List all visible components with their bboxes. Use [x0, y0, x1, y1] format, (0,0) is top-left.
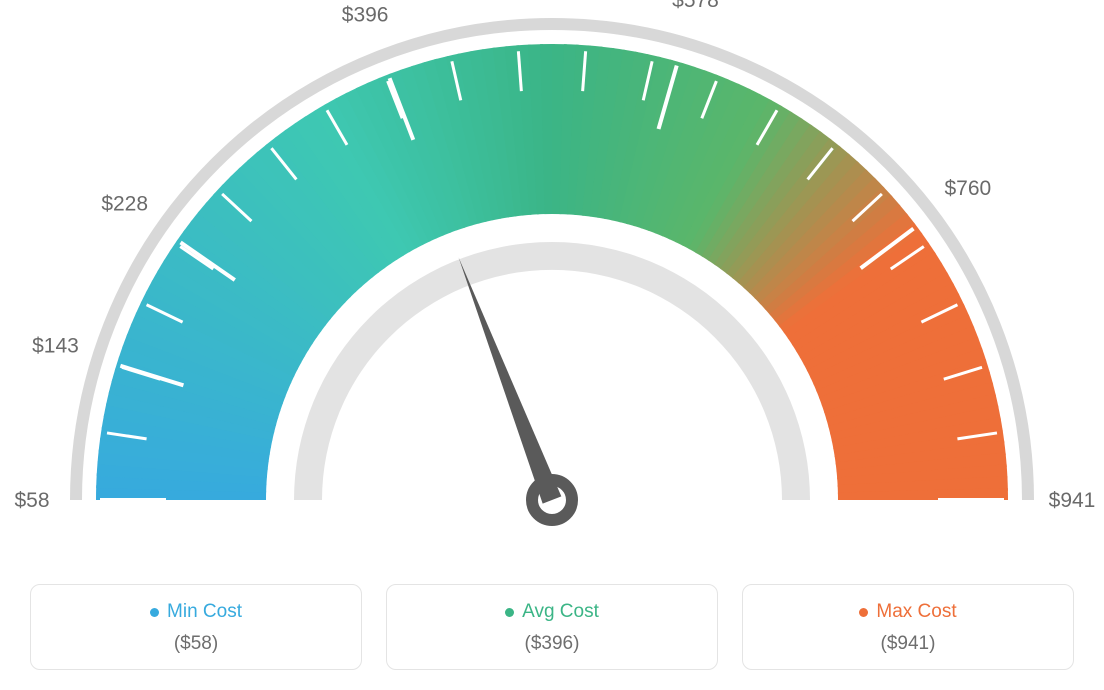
- legend-card-avg: Avg Cost ($396): [386, 584, 718, 670]
- legend-card-max: Max Cost ($941): [742, 584, 1074, 670]
- gauge-tick-label: $58: [14, 489, 49, 512]
- legend-title-avg-text: Avg Cost: [522, 601, 599, 623]
- legend-row: Min Cost ($58) Avg Cost ($396) Max Cost …: [0, 584, 1104, 670]
- legend-value-min: ($58): [41, 633, 351, 655]
- cost-gauge-chart: { "gauge": { "type": "gauge", "cx": 552,…: [0, 0, 1104, 690]
- legend-dot-min: [150, 608, 159, 617]
- legend-title-max: Max Cost: [859, 601, 956, 623]
- gauge-needle: [459, 257, 562, 503]
- legend-title-max-text: Max Cost: [876, 601, 956, 623]
- legend-title-min-text: Min Cost: [167, 601, 242, 623]
- legend-value-avg: ($396): [397, 633, 707, 655]
- gauge-svg: $58 $143 $228 $396 $578 $760 $941: [0, 0, 1104, 560]
- gauge-tick-label: $578: [672, 0, 719, 12]
- gauge-tick-label: $760: [944, 177, 991, 200]
- gauge-color-arc: [96, 44, 1008, 500]
- legend-value-max: ($941): [753, 633, 1063, 655]
- gauge-tick-label: $228: [101, 193, 148, 216]
- legend-dot-avg: [505, 608, 514, 617]
- gauge-tick-label: $396: [342, 4, 389, 27]
- legend-title-min: Min Cost: [150, 601, 242, 623]
- legend-dot-max: [859, 608, 868, 617]
- gauge-area: $58 $143 $228 $396 $578 $760 $941: [0, 0, 1104, 560]
- legend-title-avg: Avg Cost: [505, 601, 599, 623]
- gauge-tick-label: $941: [1049, 489, 1096, 512]
- gauge-tick-label: $143: [32, 335, 79, 358]
- gauge-inner-ring: [294, 242, 810, 500]
- legend-card-min: Min Cost ($58): [30, 584, 362, 670]
